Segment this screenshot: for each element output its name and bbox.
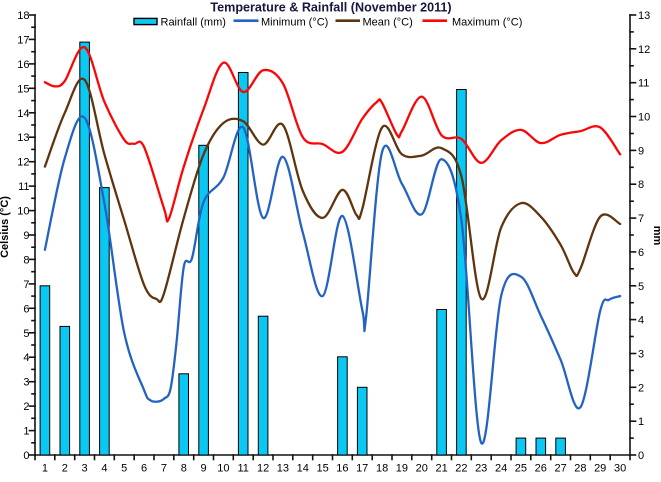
svg-text:6: 6 [638,247,644,259]
svg-text:15: 15 [17,83,29,95]
svg-text:9: 9 [201,463,207,475]
svg-text:13: 13 [17,132,29,144]
svg-text:3: 3 [638,349,644,361]
svg-text:1: 1 [42,463,48,475]
svg-text:22: 22 [455,463,467,475]
svg-text:8: 8 [181,463,187,475]
svg-text:24: 24 [495,463,507,475]
svg-text:10: 10 [638,112,650,124]
svg-text:11: 11 [18,181,29,193]
svg-text:27: 27 [554,463,566,475]
svg-text:5: 5 [638,281,644,293]
svg-text:13: 13 [638,10,650,22]
svg-text:11: 11 [237,463,248,475]
svg-text:18: 18 [17,10,29,22]
svg-text:5: 5 [121,463,127,475]
svg-text:30: 30 [614,463,626,475]
svg-text:Maximum (°C): Maximum (°C) [452,16,522,28]
svg-text:4: 4 [101,463,107,475]
svg-text:2: 2 [23,401,29,413]
svg-text:11: 11 [638,78,649,90]
svg-text:2: 2 [638,382,644,394]
svg-text:23: 23 [475,463,487,475]
svg-text:3: 3 [23,377,29,389]
svg-text:19: 19 [396,463,408,475]
svg-text:1: 1 [638,416,644,428]
svg-text:7: 7 [161,463,167,475]
svg-text:17: 17 [356,463,368,475]
svg-text:Celsius (°C): Celsius (°C) [0,196,11,258]
svg-text:26: 26 [535,463,547,475]
svg-text:29: 29 [594,463,606,475]
svg-text:28: 28 [574,463,586,475]
svg-text:12: 12 [257,463,269,475]
svg-text:20: 20 [416,463,428,475]
svg-text:10: 10 [217,463,229,475]
svg-text:mm: mm [651,226,661,246]
svg-text:15: 15 [316,463,328,475]
svg-text:6: 6 [23,303,29,315]
svg-text:4: 4 [638,315,644,327]
svg-text:4: 4 [23,352,29,364]
svg-text:5: 5 [23,328,29,340]
svg-text:8: 8 [23,254,29,266]
svg-text:14: 14 [17,108,29,120]
svg-text:9: 9 [23,230,29,242]
svg-text:16: 16 [17,59,29,71]
svg-text:0: 0 [638,450,644,462]
svg-text:Minimum (°C): Minimum (°C) [261,16,328,28]
svg-text:6: 6 [141,463,147,475]
svg-text:16: 16 [336,463,348,475]
svg-text:Mean (°C): Mean (°C) [363,16,413,28]
svg-text:10: 10 [17,206,29,218]
svg-text:8: 8 [638,179,644,191]
svg-text:0: 0 [23,450,29,462]
svg-text:18: 18 [376,463,388,475]
svg-text:Rainfall (mm): Rainfall (mm) [161,16,226,28]
svg-text:14: 14 [297,463,309,475]
svg-text:25: 25 [515,463,527,475]
svg-text:1: 1 [23,426,29,438]
svg-text:2: 2 [62,463,68,475]
svg-text:9: 9 [638,145,644,157]
svg-text:12: 12 [17,157,29,169]
svg-text:7: 7 [23,279,29,291]
svg-text:17: 17 [17,34,29,46]
svg-text:Temperature & Rainfall (Novemb: Temperature & Rainfall (November 2011) [210,1,451,15]
svg-text:7: 7 [638,213,644,225]
svg-text:12: 12 [638,44,650,56]
svg-text:3: 3 [82,463,88,475]
svg-text:13: 13 [277,463,289,475]
svg-text:21: 21 [435,463,447,475]
